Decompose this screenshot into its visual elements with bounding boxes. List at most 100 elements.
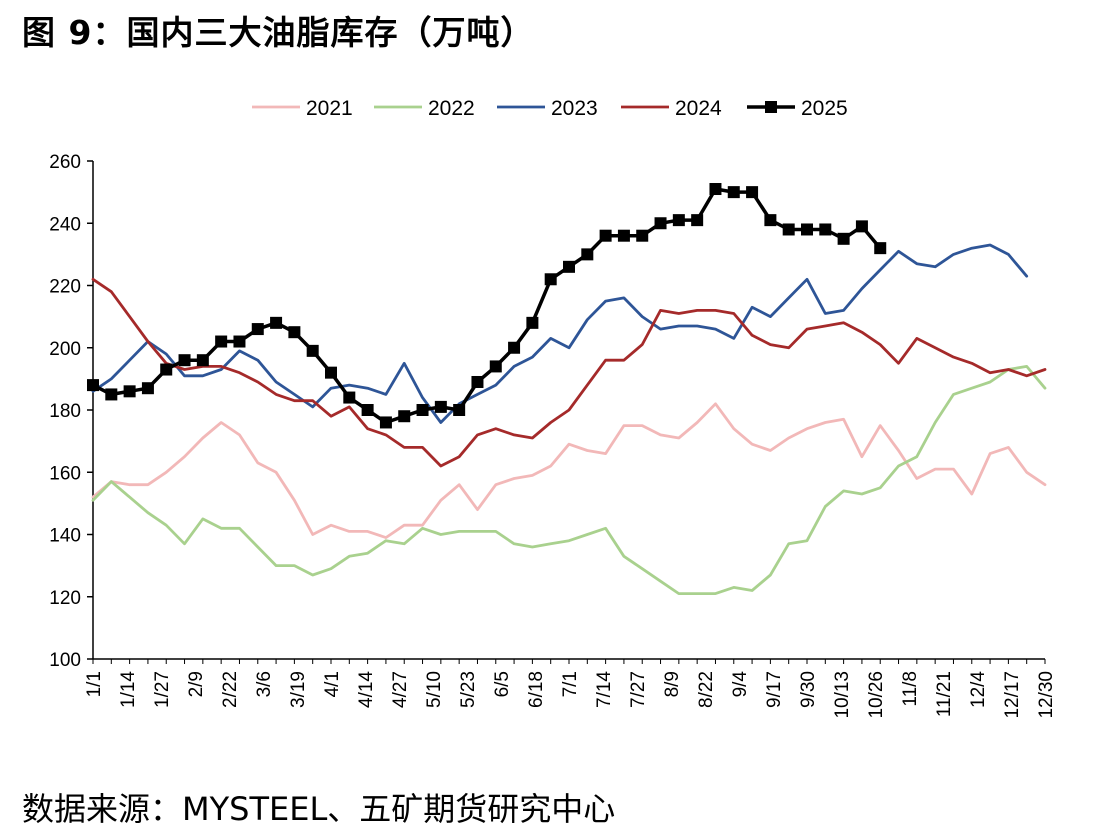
data-point-2025 <box>636 229 649 242</box>
x-tick-label: 1/14 <box>118 671 139 708</box>
data-point-2025 <box>306 344 319 357</box>
data-point-2025 <box>691 214 704 227</box>
x-tick-label: 9/17 <box>764 671 785 708</box>
data-point-2025 <box>251 323 264 336</box>
legend-label: 2023 <box>551 97 598 120</box>
x-tick-label: 7/14 <box>594 671 615 708</box>
data-point-2025 <box>563 260 575 273</box>
data-point-2025 <box>746 186 759 199</box>
y-tick-label: 180 <box>49 401 81 422</box>
data-point-2025 <box>489 360 502 373</box>
x-tick-label: 7/27 <box>628 671 649 708</box>
x-tick-label: 9/30 <box>798 671 819 708</box>
legend-item-2023: 2023 <box>497 97 598 120</box>
x-tick-label: 12/30 <box>1036 671 1057 719</box>
series-2023 <box>91 243 1029 424</box>
data-point-2025 <box>672 214 685 227</box>
source-note: 数据来源：MYSTEEL、五矿期货研究中心 <box>22 790 616 828</box>
data-point-2025 <box>581 248 594 261</box>
plot-area <box>87 183 1047 595</box>
legend-label: 2021 <box>306 97 353 120</box>
legend-label: 2022 <box>428 97 475 120</box>
x-axis: 1/1 1/14 1/27 2/9 2/22 3/6 3/19 4/1 4/14 4/27 5/10… <box>84 658 1057 719</box>
data-point-2025 <box>141 382 154 395</box>
data-point-2025 <box>819 223 832 236</box>
data-point-2025 <box>617 229 630 242</box>
chart-legend: 2021 2022 2023 2024 2025 <box>252 97 848 120</box>
data-point-2025 <box>178 354 191 367</box>
data-point-2025 <box>325 366 337 379</box>
legend-item-2021: 2021 <box>252 97 353 120</box>
data-point-2025 <box>416 404 429 416</box>
x-tick-label: 8/9 <box>662 671 683 697</box>
x-tick-label: 12/17 <box>1002 671 1023 719</box>
data-point-2025 <box>196 354 209 367</box>
data-point-2025 <box>270 316 283 329</box>
series-line-2022 <box>91 364 1047 595</box>
x-tick-label: 9/4 <box>730 671 751 698</box>
x-tick-label: 5/10 <box>424 671 445 708</box>
data-point-2025 <box>654 217 667 230</box>
legend-item-2024: 2024 <box>621 97 722 120</box>
x-tick-label: 2/22 <box>220 671 241 708</box>
data-point-2025 <box>361 404 374 416</box>
x-tick-label: 12/4 <box>968 671 989 708</box>
x-tick-label: 11/21 <box>934 671 955 717</box>
data-point-2025 <box>764 214 777 227</box>
figure-title: 图 9：国内三大油脂库存（万吨） <box>22 13 535 52</box>
data-point-2025 <box>599 229 612 242</box>
series-line-2025 <box>91 187 882 425</box>
data-point-2025 <box>215 335 228 348</box>
x-tick-label: 5/23 <box>458 671 479 708</box>
legend-marker <box>765 101 777 113</box>
y-tick-label: 200 <box>49 339 81 360</box>
data-point-2025 <box>544 273 557 286</box>
data-point-2025 <box>801 223 813 236</box>
y-tick-label: 240 <box>49 214 81 235</box>
data-point-2025 <box>874 242 887 255</box>
legend-item-2022: 2022 <box>374 97 475 120</box>
series-line-2024 <box>91 277 1047 468</box>
series-2021 <box>91 402 1047 539</box>
series-2022 <box>91 364 1047 595</box>
series-line-2021 <box>91 402 1047 539</box>
x-tick-label: 6/18 <box>526 671 547 708</box>
series-2025 <box>87 183 887 429</box>
data-point-2025 <box>782 223 795 236</box>
data-point-2025 <box>87 379 99 392</box>
data-point-2025 <box>526 316 539 329</box>
data-point-2025 <box>837 232 850 245</box>
data-point-2025 <box>453 404 466 416</box>
x-tick-label: 3/6 <box>254 671 275 697</box>
data-point-2025 <box>727 186 740 199</box>
data-point-2025 <box>343 391 356 404</box>
data-point-2025 <box>398 410 411 423</box>
legend-label: 2024 <box>675 97 722 120</box>
x-tick-label: 3/19 <box>288 671 309 708</box>
x-tick-label: 11/8 <box>900 671 921 707</box>
data-point-2025 <box>288 326 301 339</box>
x-tick-label: 10/26 <box>866 671 887 719</box>
y-tick-label: 260 <box>49 152 81 173</box>
y-tick-label: 220 <box>49 277 81 298</box>
data-point-2025 <box>471 375 484 388</box>
x-tick-label: 4/1 <box>322 671 343 697</box>
legend-item-2025: 2025 <box>747 97 848 120</box>
series-line-2023 <box>91 243 1029 424</box>
data-point-2025 <box>233 335 246 348</box>
data-point-2025 <box>855 220 868 233</box>
x-tick-label: 4/14 <box>356 671 377 708</box>
data-point-2025 <box>105 388 118 401</box>
x-tick-label: 7/1 <box>560 671 581 697</box>
data-point-2025 <box>434 400 447 413</box>
x-tick-label: 2/9 <box>186 671 207 697</box>
data-point-2025 <box>160 363 173 376</box>
y-tick-label: 100 <box>49 650 81 671</box>
x-tick-label: 10/13 <box>832 671 853 719</box>
y-axis: 100 120 140 160 180 200 220 240 260 <box>49 152 94 671</box>
legend-label: 2025 <box>801 97 848 120</box>
x-tick-label: 8/22 <box>696 671 717 708</box>
data-point-2025 <box>379 416 392 429</box>
data-point-2025 <box>709 183 722 196</box>
y-tick-label: 140 <box>49 526 81 547</box>
